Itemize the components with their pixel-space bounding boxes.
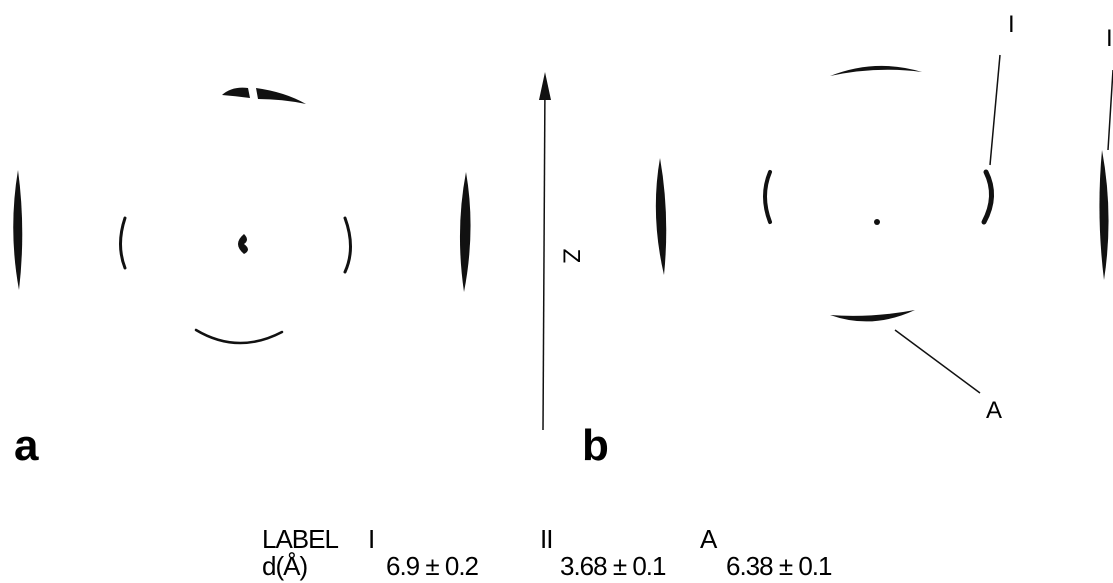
panel-label: a <box>14 421 39 470</box>
table-header: LABEL <box>262 524 338 554</box>
table-cell: d(Å) <box>262 551 307 581</box>
annotation: II <box>1106 25 1113 52</box>
figure: Z I II A a b LABEL I II A d(Å) 6.9 ± 0.2… <box>0 0 1113 583</box>
table-cell: 6.9 ± 0.2 <box>386 551 479 581</box>
axis-label: Z <box>558 249 585 264</box>
panel-label: b <box>582 421 609 470</box>
table-cell: 3.68 ± 0.1 <box>560 551 666 581</box>
z-arrow-head <box>539 72 551 100</box>
table-cell: 6.38 ± 0.1 <box>726 551 832 581</box>
annotation: I <box>1008 11 1015 38</box>
table: LABEL I II A d(Å) 6.9 ± 0.2 3.68 ± 0.1 6… <box>262 524 832 581</box>
table-header: I <box>368 524 374 554</box>
table-header: II <box>540 524 552 554</box>
annotation: A <box>986 397 1002 424</box>
pattern-a <box>13 88 470 343</box>
pattern-b <box>656 55 1113 393</box>
table-header: A <box>700 524 718 554</box>
z-axis <box>543 80 545 430</box>
